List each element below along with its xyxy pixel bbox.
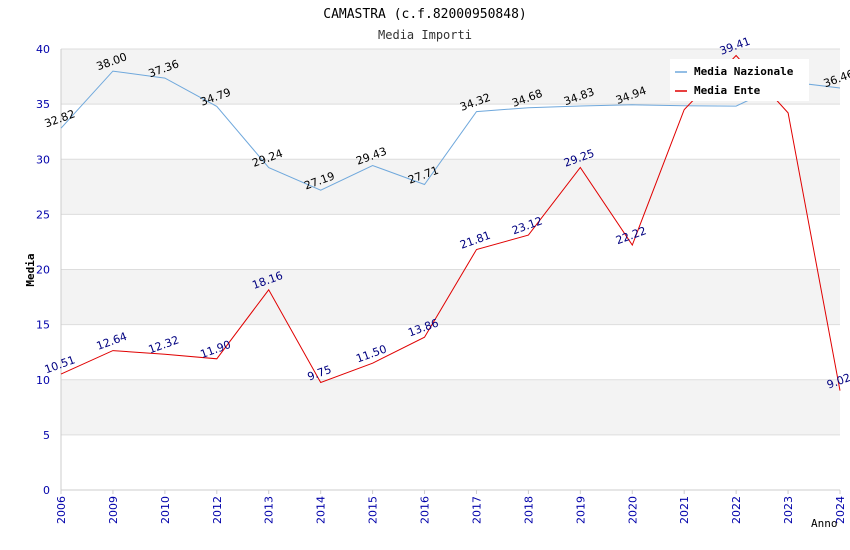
x-tick-label: 2006 bbox=[55, 496, 68, 524]
grid-band bbox=[61, 434, 840, 490]
x-tick-labels: 2006 2009 2010 2012 2013 2014 2015 2016 2017 2018… bbox=[55, 496, 847, 524]
x-tick-label: 2019 bbox=[574, 496, 587, 524]
grid-band bbox=[61, 324, 840, 380]
x-tick-label: 2010 bbox=[159, 496, 172, 524]
legend-label-ente: Media Ente bbox=[694, 84, 761, 97]
legend-label-nazionale: Media Nazionale bbox=[694, 65, 794, 78]
x-tick-label: 2015 bbox=[367, 496, 380, 524]
y-tick-label: 40 bbox=[36, 43, 50, 56]
y-axis-title: Media bbox=[24, 253, 37, 286]
x-tick-label: 2009 bbox=[107, 496, 120, 524]
grid-band bbox=[61, 269, 840, 325]
y-tick-label: 35 bbox=[36, 98, 50, 111]
x-tick-label: 2018 bbox=[522, 496, 535, 524]
y-tick-label: 0 bbox=[43, 484, 50, 497]
x-tick-label: 2013 bbox=[263, 496, 276, 524]
chart-subtitle: Media Importi bbox=[378, 28, 472, 42]
y-tick-label: 25 bbox=[36, 208, 50, 221]
grid-band bbox=[61, 379, 840, 435]
x-axis-title: Anno bbox=[811, 517, 838, 530]
y-tick-label: 20 bbox=[36, 264, 50, 277]
y-tick-label: 5 bbox=[43, 429, 50, 442]
x-tick-label: 2016 bbox=[419, 496, 432, 524]
chart-title: CAMASTRA (c.f.82000950848) bbox=[323, 7, 527, 22]
x-tick-label: 2014 bbox=[315, 496, 328, 524]
x-tick-label: 2020 bbox=[626, 496, 639, 524]
y-tick-label: 30 bbox=[36, 153, 50, 166]
grid-band bbox=[61, 159, 840, 215]
x-tick-label: 2024 bbox=[834, 496, 847, 524]
grid-band bbox=[61, 214, 840, 270]
series-line-nazionale bbox=[60, 70, 841, 191]
legend-box bbox=[670, 59, 809, 101]
x-tick-label: 2017 bbox=[470, 496, 483, 524]
x-tick-label: 2012 bbox=[211, 496, 224, 524]
axes bbox=[60, 49, 841, 494]
y-tick-label: 15 bbox=[36, 319, 50, 332]
x-tick-label: 2021 bbox=[678, 496, 691, 524]
x-tick-label: 2023 bbox=[782, 496, 795, 524]
background-bands bbox=[61, 49, 840, 490]
y-tick-label: 10 bbox=[36, 374, 50, 387]
grid-band bbox=[61, 104, 840, 160]
legend: Media Nazionale Media Ente bbox=[670, 59, 809, 101]
y-tick-labels: 0 5 10 15 20 25 30 35 40 bbox=[36, 43, 50, 497]
x-tick-label: 2022 bbox=[730, 496, 743, 524]
